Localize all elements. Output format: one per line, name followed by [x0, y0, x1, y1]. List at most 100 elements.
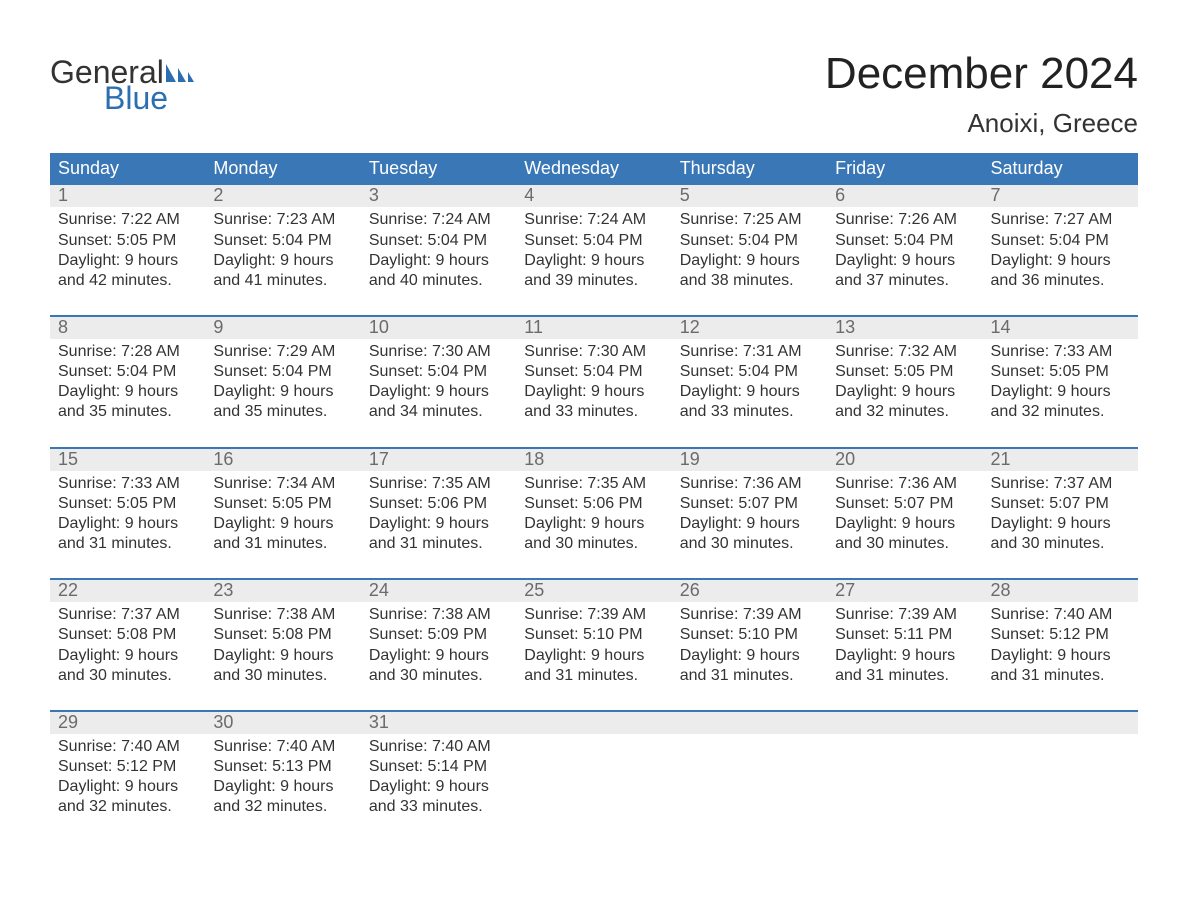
sunrise-text: Sunrise: 7:30 AM [524, 342, 663, 362]
daylight-text: Daylight: 9 hours [991, 382, 1130, 402]
daylight-text: and 35 minutes. [213, 402, 352, 422]
sunset-text: Sunset: 5:12 PM [991, 625, 1130, 645]
sunset-text: Sunset: 5:08 PM [58, 625, 197, 645]
dow-friday: Friday [827, 153, 982, 185]
day-cell: Sunrise: 7:29 AMSunset: 5:04 PMDaylight:… [205, 339, 360, 427]
day-cell: Sunrise: 7:38 AMSunset: 5:08 PMDaylight:… [205, 602, 360, 690]
day-cell: Sunrise: 7:24 AMSunset: 5:04 PMDaylight:… [361, 207, 516, 295]
sunrise-text: Sunrise: 7:25 AM [680, 210, 819, 230]
day-number [983, 712, 1138, 734]
dow-thursday: Thursday [672, 153, 827, 185]
day-body-strip: Sunrise: 7:37 AMSunset: 5:08 PMDaylight:… [50, 602, 1138, 690]
sunrise-text: Sunrise: 7:40 AM [213, 737, 352, 757]
daylight-text: Daylight: 9 hours [835, 382, 974, 402]
day-number: 12 [672, 317, 827, 339]
sunset-text: Sunset: 5:04 PM [991, 231, 1130, 251]
day-cell [827, 734, 982, 822]
day-number: 27 [827, 580, 982, 602]
sunset-text: Sunset: 5:05 PM [58, 231, 197, 251]
day-cell: Sunrise: 7:23 AMSunset: 5:04 PMDaylight:… [205, 207, 360, 295]
sunrise-text: Sunrise: 7:27 AM [991, 210, 1130, 230]
sunset-text: Sunset: 5:05 PM [991, 362, 1130, 382]
daylight-text: Daylight: 9 hours [680, 251, 819, 271]
day-cell: Sunrise: 7:30 AMSunset: 5:04 PMDaylight:… [361, 339, 516, 427]
day-number: 11 [516, 317, 671, 339]
sunrise-text: Sunrise: 7:31 AM [680, 342, 819, 362]
day-cell: Sunrise: 7:38 AMSunset: 5:09 PMDaylight:… [361, 602, 516, 690]
day-number: 4 [516, 185, 671, 207]
sunset-text: Sunset: 5:05 PM [835, 362, 974, 382]
daylight-text: and 35 minutes. [58, 402, 197, 422]
daylight-text: Daylight: 9 hours [991, 646, 1130, 666]
day-cell: Sunrise: 7:32 AMSunset: 5:05 PMDaylight:… [827, 339, 982, 427]
dow-monday: Monday [205, 153, 360, 185]
day-cell [672, 734, 827, 822]
daylight-text: Daylight: 9 hours [524, 514, 663, 534]
day-body-strip: Sunrise: 7:22 AMSunset: 5:05 PM Daylight:… [50, 207, 1138, 295]
sunrise-text: Sunrise: 7:22 AM [58, 210, 197, 230]
day-number: 20 [827, 449, 982, 471]
day-cell: Sunrise: 7:22 AMSunset: 5:05 PMDaylight:… [50, 207, 205, 295]
sunrise-text: Sunrise: 7:40 AM [369, 737, 508, 757]
day-number [516, 712, 671, 734]
sunset-text: Sunset: 5:04 PM [213, 231, 352, 251]
sunset-text: Sunset: 5:06 PM [524, 494, 663, 514]
day-cell: Sunrise: 7:40 AMSunset: 5:13 PMDaylight:… [205, 734, 360, 822]
daylight-text: Daylight: 9 hours [369, 251, 508, 271]
daylight-text: Daylight: 9 hours [524, 251, 663, 271]
day-number: 29 [50, 712, 205, 734]
day-cell: Sunrise: 7:40 AMSunset: 5:12 PMDaylight:… [983, 602, 1138, 690]
sunset-text: Sunset: 5:04 PM [835, 231, 974, 251]
daylight-text: Daylight: 9 hours [213, 777, 352, 797]
daylight-text: and 31 minutes. [835, 666, 974, 686]
daylight-text: Daylight: 9 hours [58, 382, 197, 402]
daylight-text: and 33 minutes. [680, 402, 819, 422]
sunrise-text: Sunrise: 7:38 AM [213, 605, 352, 625]
sunset-text: Sunset: 5:04 PM [213, 362, 352, 382]
sunrise-text: Sunrise: 7:37 AM [991, 474, 1130, 494]
daylight-text: and 30 minutes. [991, 534, 1130, 554]
day-number: 2 [205, 185, 360, 207]
sunset-text: Sunset: 5:14 PM [369, 757, 508, 777]
sunrise-text: Sunrise: 7:33 AM [58, 474, 197, 494]
daylight-text: Daylight: 9 hours [680, 382, 819, 402]
daylight-text: Daylight: 9 hours [835, 514, 974, 534]
dow-wednesday: Wednesday [516, 153, 671, 185]
day-cell: Sunrise: 7:30 AMSunset: 5:04 PMDaylight:… [516, 339, 671, 427]
daylight-text: and 36 minutes. [991, 271, 1130, 291]
day-number: 3 [361, 185, 516, 207]
logo-text-blue: Blue [104, 82, 196, 114]
day-number: 6 [827, 185, 982, 207]
day-body-strip: Sunrise: 7:33 AMSunset: 5:05 PMDaylight:… [50, 471, 1138, 559]
daylight-text: and 42 minutes. [58, 271, 197, 291]
daylight-text: and 37 minutes. [835, 271, 974, 291]
daylight-text: and 40 minutes. [369, 271, 508, 291]
daylight-text: Daylight: 9 hours [58, 777, 197, 797]
day-cell: Sunrise: 7:33 AMSunset: 5:05 PMDaylight:… [983, 339, 1138, 427]
sunset-text: Sunset: 5:04 PM [369, 362, 508, 382]
sunset-text: Sunset: 5:13 PM [213, 757, 352, 777]
day-number: 5 [672, 185, 827, 207]
day-cell: Sunrise: 7:40 AMSunset: 5:14 PMDaylight:… [361, 734, 516, 822]
day-number: 1 [50, 185, 205, 207]
sunset-text: Sunset: 5:04 PM [58, 362, 197, 382]
sunset-text: Sunset: 5:10 PM [524, 625, 663, 645]
page-title: December 2024 [825, 50, 1138, 98]
daylight-text: Daylight: 9 hours [213, 514, 352, 534]
daylight-text: and 33 minutes. [524, 402, 663, 422]
day-number [672, 712, 827, 734]
daylight-text: Daylight: 9 hours [213, 382, 352, 402]
sunset-text: Sunset: 5:07 PM [991, 494, 1130, 514]
day-number-strip: 293031 [50, 712, 1138, 734]
daylight-text: and 39 minutes. [524, 271, 663, 291]
day-number: 22 [50, 580, 205, 602]
day-number: 23 [205, 580, 360, 602]
calendar: Sunday Monday Tuesday Wednesday Thursday… [50, 153, 1138, 821]
sunrise-text: Sunrise: 7:34 AM [213, 474, 352, 494]
daylight-text: and 32 minutes. [58, 797, 197, 817]
sunset-text: Sunset: 5:09 PM [369, 625, 508, 645]
daylight-text: Daylight: 9 hours [369, 514, 508, 534]
day-number: 30 [205, 712, 360, 734]
day-body-strip: Sunrise: 7:28 AMSunset: 5:04 PMDaylight:… [50, 339, 1138, 427]
day-cell: Sunrise: 7:33 AMSunset: 5:05 PMDaylight:… [50, 471, 205, 559]
